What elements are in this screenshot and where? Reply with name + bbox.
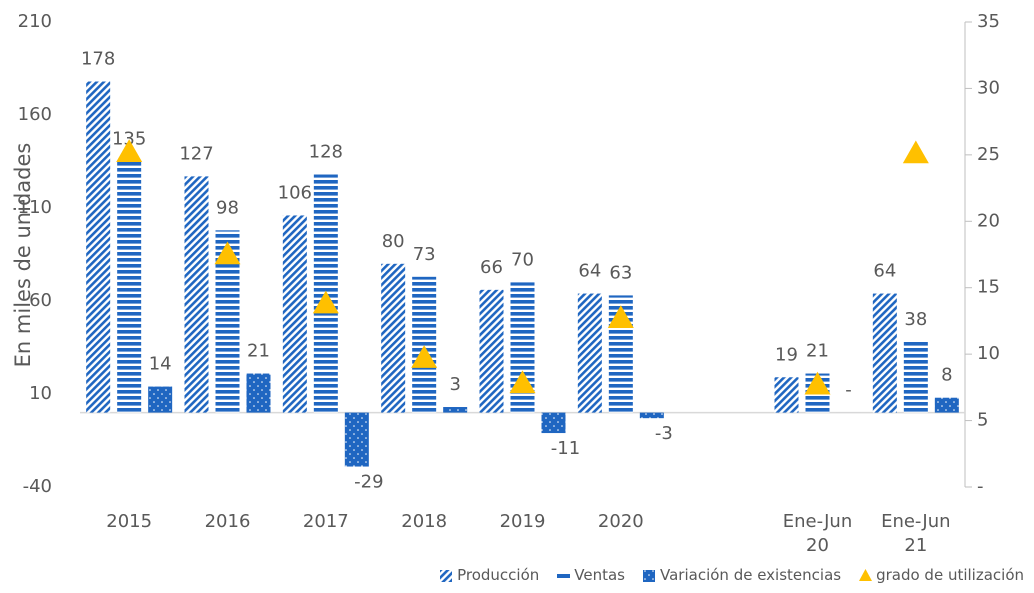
y2-tick-label: 10: [977, 343, 1000, 364]
data-label: 63: [609, 262, 632, 283]
data-label: -: [845, 380, 852, 401]
x-tick-label: 2018: [401, 511, 448, 532]
utilization-marker: [116, 139, 143, 162]
legend-label: Ventas: [574, 566, 626, 584]
bar: [443, 407, 468, 413]
bar: [381, 263, 406, 413]
bar: [934, 397, 959, 413]
data-label: 38: [904, 309, 927, 330]
bar: [344, 412, 369, 467]
legend-swatch: [557, 573, 571, 578]
data-label: 8: [941, 365, 952, 386]
data-label: 106: [278, 182, 312, 203]
bar: [117, 161, 142, 413]
data-label: 80: [382, 231, 405, 252]
legend-item: Producción: [440, 566, 539, 584]
utilization-marker: [312, 290, 339, 314]
data-label: 66: [480, 257, 503, 278]
data-label: 19: [775, 344, 798, 365]
x-tick-label: 2016: [204, 511, 251, 532]
bar: [148, 386, 173, 413]
utilization-marker: [804, 371, 831, 395]
legend-swatch: [643, 569, 656, 582]
data-label: 64: [578, 261, 601, 282]
y2-tick-label: 35: [977, 11, 1000, 32]
y-axis-label: En miles de unidades: [11, 143, 35, 368]
y2-tick-label: 15: [977, 277, 1000, 298]
data-label: 70: [511, 249, 534, 270]
utilization-marker: [509, 370, 536, 394]
x-tick-label: Ene-Jun 20: [782, 511, 853, 556]
y2-tick-label: 25: [977, 144, 1000, 165]
y-tick-label: 10: [29, 383, 52, 404]
x-tick-label: 2015: [106, 511, 153, 532]
bar: [541, 412, 566, 434]
legend-label: grado de utilización: [876, 566, 1024, 584]
y2-tick-label: 5: [977, 410, 988, 431]
data-label: 73: [413, 244, 436, 265]
data-label: -11: [551, 438, 580, 459]
bar: [246, 373, 271, 413]
y-tick-label: 60: [29, 290, 52, 311]
bar: [872, 293, 897, 413]
data-label: -29: [354, 472, 383, 493]
legend-label: Variación de existencias: [660, 566, 842, 584]
legend-swatch: [859, 568, 873, 581]
y2-tick-label: -: [977, 476, 984, 497]
data-label: -3: [655, 423, 673, 444]
data-label: 178: [81, 49, 115, 70]
legend-item: grado de utilización: [859, 566, 1024, 584]
bar: [184, 176, 209, 413]
data-label: 21: [247, 341, 270, 362]
data-label: 135: [112, 129, 146, 150]
utilization-marker: [902, 140, 929, 164]
legend-label: Producción: [457, 566, 540, 584]
bar: [282, 215, 307, 413]
utilization-marker: [607, 305, 634, 329]
bar: [903, 341, 928, 413]
utilization-marker: [214, 241, 241, 265]
y-tick-label: 160: [18, 104, 52, 125]
x-tick-label: 2017: [302, 511, 349, 532]
data-label: 127: [179, 143, 213, 164]
legend-swatch: [440, 569, 453, 582]
y-tick-label: -40: [23, 476, 52, 497]
bar: [577, 293, 602, 413]
bar: [479, 289, 504, 413]
data-label: 21: [806, 341, 829, 362]
data-label: 98: [216, 197, 239, 218]
y2-tick-label: 30: [977, 77, 1000, 98]
x-tick-label: 2020: [597, 511, 644, 532]
y-tick-label: 110: [18, 197, 52, 218]
utilization-marker: [411, 345, 438, 368]
bar: [639, 412, 664, 419]
bar: [412, 276, 437, 413]
x-tick-label: Ene-Jun 21: [881, 511, 951, 556]
x-tick-label: 2019: [499, 511, 546, 532]
data-label: 3: [449, 374, 460, 395]
legend: Producción Ventas Variación de existencias…: [0, 566, 1034, 584]
y2-tick-label: 20: [977, 210, 1000, 231]
legend-item: Ventas: [557, 566, 625, 584]
data-label: 128: [309, 142, 343, 163]
data-label: 14: [149, 354, 172, 375]
y-tick-label: 210: [18, 11, 52, 32]
bar: [774, 377, 799, 413]
legend-item: Variación de existencias: [643, 566, 841, 584]
data-label: 64: [873, 261, 896, 282]
bar: [86, 81, 111, 413]
